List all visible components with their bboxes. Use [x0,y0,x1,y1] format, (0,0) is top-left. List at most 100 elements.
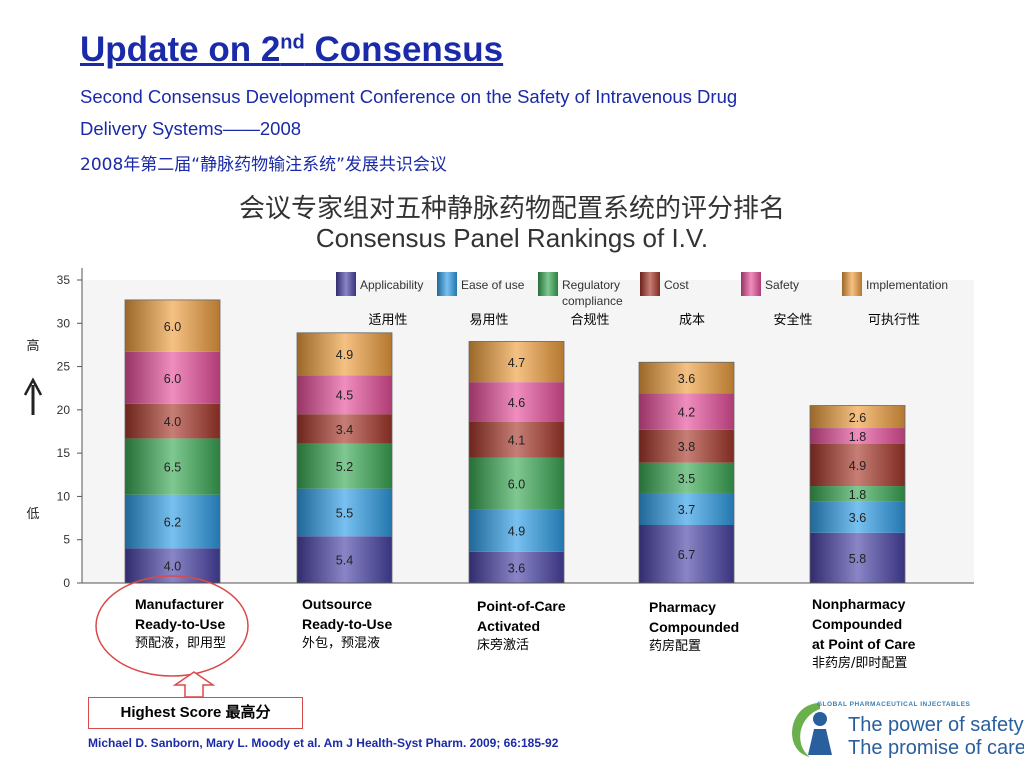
category-label: Outsource Ready-to-Use 外包，预混液 [302,594,392,654]
bar-segment [810,443,905,487]
category-label-line: Manufacturer [135,596,224,612]
bar-segment [639,462,734,493]
bar-value-label: 6.0 [164,372,181,386]
bar-value-label: 4.7 [508,356,525,370]
bar-segment [639,429,734,463]
category-label-line: at Point of Care [812,636,916,652]
logo-swoosh-icon [792,703,820,757]
legend-label-zh: 可执行性 [868,313,920,328]
bar-segment [469,382,564,422]
bar-value-label: 6.2 [164,516,181,530]
bar-segment [469,551,564,583]
category-label-line: Compounded [649,619,740,635]
bar-value-label: 5.5 [336,506,353,520]
logo-body-icon [808,729,832,755]
bar-segment [125,438,220,495]
legend-label: Implementation [866,278,948,292]
bar-segment [639,362,734,394]
bar-value-label: 3.8 [678,440,695,454]
bar-value-label: 5.2 [336,460,353,474]
bar-value-label: 3.4 [336,423,353,437]
legend-label: Applicability [360,278,423,292]
y-tick-label: 25 [57,360,71,374]
bar-segment [810,501,905,533]
bar-value-label: 6.0 [508,477,525,491]
bar-segment [639,524,734,583]
category-label-line: Outsource [302,596,373,612]
category-label-line: Compounded [812,616,903,632]
bar-segment [469,509,564,552]
title-superscript: nd [280,31,305,54]
bar-segment [469,457,564,510]
category-label-line: Ready-to-Use [135,616,226,632]
legend-label-zh: 合规性 [570,313,609,328]
category-label: Pharmacy Compounded 药房配置 [649,597,739,657]
bar-segment [810,405,905,429]
category-label-line: Pharmacy [649,599,716,615]
bar-value-label: 4.9 [508,525,525,539]
logo-tagline-2: The promise of care. [848,737,1024,759]
subtitle-line-3: 2008年第二届“静脉药物输注系统”发展共识会议 [80,155,447,175]
bar-value-label: 4.2 [678,406,695,420]
category-label-line: 预配液，即用型 [135,636,227,651]
legend-swatch [640,272,660,296]
bar-value-label: 3.6 [508,561,525,575]
arrow-head-icon [23,377,43,396]
category-label: Manufacturer Ready-to-Use 预配液，即用型 [135,594,226,654]
legend-label-zh: 安全性 [773,312,812,328]
legend-swatch [842,272,862,296]
bar-segment [297,375,392,415]
legend-label-line2: compliance [562,294,623,308]
highest-score-box: Highest Score 最高分 [88,697,303,729]
bar-value-label: 4.9 [336,348,353,362]
y-tick-label: 35 [57,273,71,287]
page-title: Update on 2nd Consensus [80,30,503,70]
logo-small-text: GLOBAL PHARMACEUTICAL INJECTABLES [817,701,971,708]
up-arrow-icon [172,671,216,698]
legend-swatch [741,272,761,296]
bar-value-label: 1.8 [849,488,866,502]
category-label-line: 外包，预混液 [302,636,381,651]
bar-value-label: 3.6 [849,511,866,525]
bar-value-label: 3.5 [678,472,695,486]
bar-value-label: 1.8 [849,430,866,444]
citation: Michael D. Sanborn, Mary L. Moody et al.… [88,736,559,750]
category-label-line: Point-of-Care [477,598,566,614]
bar-segment [810,532,905,583]
bar-segment [810,486,905,502]
category-label-line: 非药房/即时配置 [812,656,908,671]
bar-segment [125,299,220,352]
y-axis-high-label: 高 [26,338,39,354]
category-label-line: Ready-to-Use [302,616,393,632]
logo-tagline-1: The power of safety. [848,714,1024,736]
legend-label: Regulatory [562,278,620,292]
bar-value-label: 4.5 [336,389,353,403]
highlight-ellipse [95,575,249,677]
bar-value-label: 3.7 [678,503,695,517]
legend-swatch [538,272,558,296]
bar-segment [297,332,392,376]
bar-value-label: 3.6 [678,372,695,386]
bar-value-label: 5.8 [849,552,866,566]
legend-label-zh: 适用性 [368,313,407,328]
category-label-line: Nonpharmacy [812,596,906,612]
category-label: Point-of-Care Activated 床旁激活 [477,596,566,656]
bar-value-label: 6.7 [678,548,695,562]
bar-value-label: 4.0 [164,560,181,574]
bar-value-label: 4.1 [508,434,525,448]
y-tick-label: 5 [63,533,70,547]
category-label-line: 药房配置 [649,639,702,654]
bar-segment [810,428,905,444]
y-tick-label: 30 [57,316,71,330]
legend-label: Cost [664,278,689,292]
bar-segment [639,492,734,525]
bar-value-label: 6.5 [164,461,181,475]
legend-label-zh: 成本 [679,313,705,328]
bar-segment [297,536,392,583]
legend-label-zh: 易用性 [469,313,508,328]
bar-value-label: 4.6 [508,396,525,410]
bar-segment [297,488,392,537]
bar-segment [297,414,392,444]
category-label-line: 床旁激活 [477,638,530,653]
bar-segment [125,403,220,439]
